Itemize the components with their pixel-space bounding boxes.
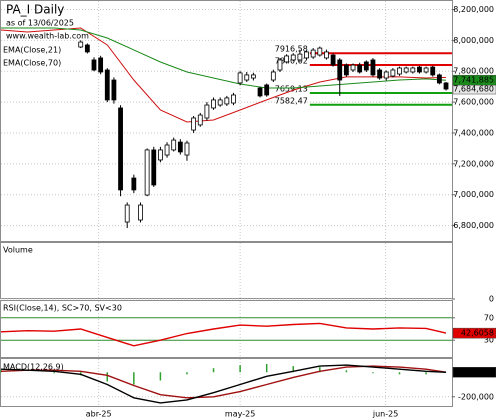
- candle-body: [390, 69, 396, 77]
- y-tick-label: 7,200,000: [453, 159, 494, 168]
- candle-body: [91, 59, 97, 71]
- legend-entry: EMA(Close,70): [3, 59, 61, 68]
- level-label: 7582,47: [275, 96, 308, 105]
- candle-body: [78, 41, 84, 48]
- candle-body: [237, 72, 243, 84]
- candle-body: [410, 67, 416, 73]
- candle-body: [377, 69, 383, 79]
- value-label: 7,684,680: [453, 85, 494, 94]
- level-label: 7916,58: [275, 45, 308, 54]
- candle-body: [343, 64, 349, 76]
- candle-body: [297, 53, 303, 61]
- macd-pane: [0, 358, 453, 407]
- candle-body: [337, 59, 343, 81]
- candle-body: [330, 54, 336, 66]
- y-tick-label: 30: [484, 336, 494, 345]
- candle-body: [177, 141, 183, 153]
- pane-title: Volume: [3, 246, 33, 255]
- candle-body: [131, 177, 137, 191]
- candle-body: [244, 74, 250, 81]
- y-tick-label: 0: [489, 295, 494, 304]
- candle-body: [264, 84, 270, 96]
- source: www.wealth-lab.com: [6, 32, 89, 41]
- candle-body: [284, 55, 290, 63]
- candle-body: [118, 107, 123, 191]
- y-tick-label: 7,600,000: [453, 98, 494, 107]
- y-tick-label: 8,200,000: [453, 5, 494, 14]
- candle-body: [324, 51, 329, 59]
- value-label-box: [452, 367, 496, 378]
- value-label: 42,6058: [461, 329, 494, 338]
- candle-body: [104, 69, 110, 101]
- candle-body: [304, 51, 309, 59]
- candle-body: [443, 82, 449, 90]
- candle-body: [370, 59, 376, 76]
- candle-body: [191, 117, 197, 131]
- level-label: 7659,13: [275, 84, 308, 93]
- candle-body: [98, 57, 104, 73]
- candle-body: [417, 66, 422, 73]
- candle-body: [257, 87, 263, 97]
- indicator-line: [0, 365, 447, 399]
- candle-body: [151, 149, 157, 186]
- candle-body: [350, 64, 356, 71]
- volume-pane: [0, 242, 453, 299]
- candle-body: [383, 71, 389, 79]
- candle-body: [138, 204, 143, 221]
- candle-body: [317, 47, 323, 56]
- chart-subtitle: as of 13/06/2025: [6, 19, 74, 28]
- x-tick-label: may-25: [225, 410, 255, 419]
- chart-title: PA_I Daily: [6, 3, 64, 17]
- candle-body: [171, 139, 177, 151]
- candle-body: [124, 204, 130, 223]
- value-label-box: [452, 327, 496, 339]
- candle-body: [423, 67, 429, 73]
- candle-body: [397, 67, 402, 75]
- candle-body: [290, 54, 296, 61]
- value-label: -16,2391: [458, 368, 494, 377]
- candle-body: [164, 144, 170, 156]
- candle-body: [204, 104, 210, 119]
- candle-body: [197, 114, 203, 126]
- level-label: 7840,02: [275, 57, 308, 66]
- pane-title: MACD(12,26,9): [3, 363, 64, 372]
- candle-body: [211, 99, 216, 109]
- candle-body: [217, 99, 223, 106]
- y-tick-label: 7,800,000: [453, 67, 494, 76]
- legend-entry: EMA(Close,21): [3, 46, 61, 55]
- candle-body: [251, 74, 256, 79]
- candle-body: [363, 61, 369, 71]
- pane-title: RSI(Close,14), SC>70, SV<30: [3, 304, 122, 313]
- ema-line: [1, 27, 447, 89]
- candle-body: [231, 94, 236, 104]
- candle-body: [403, 67, 409, 73]
- y-tick-label: 7,400,000: [453, 128, 494, 137]
- candle-body: [310, 49, 316, 58]
- value-label-box: [452, 74, 496, 86]
- y-tick-label: 7,000,000: [453, 190, 494, 199]
- candle-body: [184, 142, 190, 156]
- indicator-line: [0, 322, 447, 347]
- y-tick-label: 6,800,000: [453, 221, 494, 230]
- value-label: 7,741,885: [453, 76, 494, 85]
- x-tick-label: jun-25: [372, 410, 398, 419]
- candle-body: [144, 149, 150, 196]
- candle-body: [277, 59, 283, 71]
- candle-body: [430, 66, 436, 76]
- y-tick-label: 70: [484, 313, 494, 322]
- candle-body: [224, 97, 230, 105]
- candle-body: [84, 44, 90, 53]
- x-tick-label: abr-25: [86, 410, 112, 419]
- candle-body: [158, 149, 163, 161]
- y-tick-label: 8,000,000: [453, 36, 494, 45]
- candle-body: [436, 74, 442, 84]
- candle-body: [111, 79, 117, 101]
- candle-body: [357, 64, 363, 73]
- candle-body: [270, 71, 276, 81]
- y-tick-label: -200,000: [458, 392, 494, 401]
- indicator-line: [0, 364, 447, 404]
